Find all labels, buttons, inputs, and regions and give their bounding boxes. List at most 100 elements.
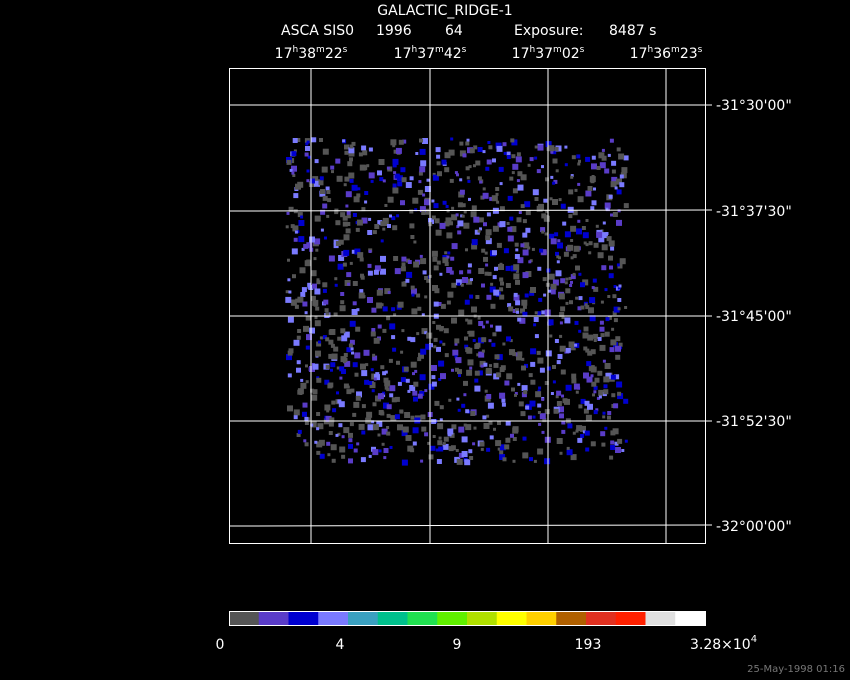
pixel: [372, 353, 376, 357]
pixel: [472, 339, 476, 342]
pixel: [342, 215, 348, 221]
pixel: [422, 270, 427, 275]
pixel: [443, 328, 449, 334]
pixel: [346, 214, 351, 219]
pixel: [537, 266, 542, 271]
pixel: [410, 235, 415, 239]
pixel: [433, 203, 439, 209]
pixel: [420, 459, 424, 463]
pixel: [488, 339, 492, 343]
pixel: [599, 344, 606, 351]
pixel: [391, 216, 396, 221]
pixel: [447, 432, 452, 437]
pixel: [349, 320, 356, 327]
pixel: [561, 429, 566, 434]
pixel: [413, 381, 419, 387]
pixel: [436, 459, 442, 464]
pixel: [446, 300, 451, 305]
pixel: [382, 179, 386, 183]
pixel: [483, 256, 488, 262]
pixel: [588, 251, 592, 255]
pixel: [550, 392, 554, 395]
pixel: [619, 174, 624, 179]
pixel: [522, 452, 529, 459]
pixel: [506, 151, 511, 156]
colorbar-label: 0: [216, 637, 225, 653]
pixel: [439, 272, 443, 276]
pixel: [513, 294, 520, 301]
pixel: [322, 282, 328, 288]
pixel: [501, 398, 506, 403]
pixel: [616, 178, 622, 185]
pixel: [344, 150, 349, 155]
pixel: [545, 141, 552, 148]
pixel: [521, 299, 528, 306]
pixel: [577, 182, 581, 186]
pixel: [305, 345, 310, 350]
colorbar-cell: [526, 611, 557, 625]
pixel: [477, 316, 481, 320]
pixel: [401, 281, 407, 287]
pixel: [471, 205, 477, 211]
pixel: [539, 248, 544, 253]
pixel: [444, 353, 449, 358]
pixel: [395, 147, 402, 154]
pixel: [538, 422, 542, 426]
pixel: [305, 380, 309, 384]
pixel: [496, 242, 502, 248]
pixel: [618, 284, 622, 288]
pixel: [377, 170, 382, 176]
pixel: [517, 171, 523, 177]
pixel: [297, 429, 302, 434]
pixel: [493, 289, 500, 296]
pixel: [391, 307, 396, 312]
pixel: [598, 152, 605, 159]
pixel: [400, 200, 405, 206]
pixel: [342, 221, 348, 227]
pixel: [334, 277, 338, 281]
pixel: [617, 286, 621, 290]
pixel: [463, 380, 468, 386]
pixel: [314, 180, 320, 187]
pixel: [393, 256, 399, 261]
pixel: [449, 178, 454, 183]
pixel: [359, 257, 364, 262]
pixel: [479, 441, 485, 447]
pixel: [568, 214, 573, 219]
pixel: [503, 248, 509, 254]
pixel: [507, 303, 512, 308]
pixel: [414, 208, 418, 212]
pixel: [511, 171, 515, 175]
pixel: [592, 393, 595, 397]
pixel: [330, 165, 335, 170]
pixel: [461, 403, 466, 408]
pixel: [360, 273, 364, 278]
pixel: [492, 158, 496, 163]
pixel: [464, 336, 468, 341]
pixel: [580, 398, 586, 404]
pixel: [309, 236, 315, 243]
pixel: [352, 281, 358, 286]
pixel: [293, 149, 297, 153]
pixel: [528, 260, 532, 264]
pixel: [314, 316, 318, 320]
pixel: [389, 323, 396, 330]
pixel: [412, 372, 415, 376]
dec-label: -31°30'00": [716, 98, 792, 114]
pixel: [342, 139, 346, 143]
pixel: [447, 292, 453, 298]
pixel: [455, 213, 459, 217]
pixel: [386, 431, 391, 436]
pixel: [337, 263, 344, 270]
pixel: [376, 420, 383, 427]
pixel: [410, 361, 417, 368]
pixel: [343, 249, 350, 256]
dec-label: -31°45'00": [716, 309, 792, 325]
pixel: [560, 369, 566, 375]
pixel: [440, 303, 446, 309]
pixel: [336, 366, 340, 370]
pixel: [578, 296, 583, 301]
pixel: [339, 446, 346, 453]
pixel: [457, 230, 462, 235]
colorbar-cell: [586, 611, 617, 625]
